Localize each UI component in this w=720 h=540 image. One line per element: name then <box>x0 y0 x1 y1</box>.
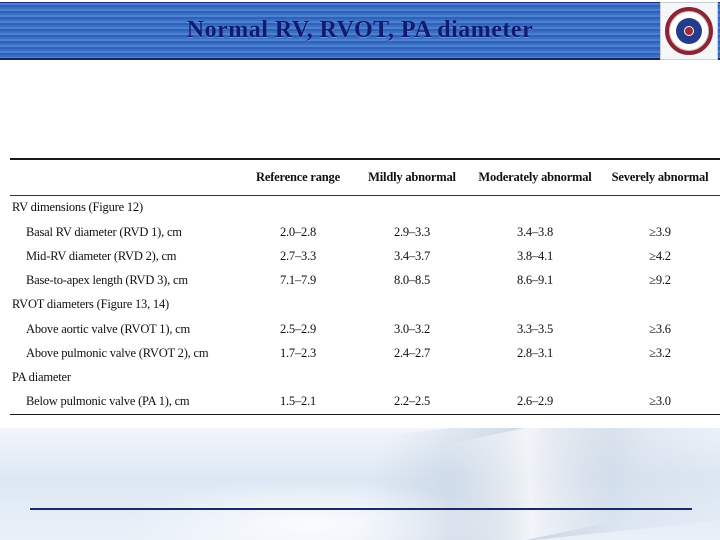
cell-value: ≥3.9 <box>649 224 671 239</box>
section-label: RV dimensions (Figure 12) <box>12 200 143 215</box>
cell-value: 2.9–3.3 <box>393 224 431 239</box>
cell-value: 3.4–3.8 <box>516 224 554 239</box>
cell-value: 2.0–2.8 <box>279 224 317 239</box>
university-seal-icon <box>665 7 713 55</box>
section-row-rvot-diameters: RVOT diameters (Figure 13, 14) <box>10 292 720 317</box>
row-label: Below pulmonic valve (PA 1), cm <box>26 394 190 409</box>
cell-value: 8.6–9.1 <box>516 272 554 287</box>
cell-value: 2.7–3.3 <box>279 248 317 263</box>
col-header-reference-range: Reference range <box>242 159 354 196</box>
title-bar: Normal RV, RVOT, PA diameter <box>0 2 720 60</box>
table-row: Above pulmonic valve (RVOT 2), cm 1.7–2.… <box>10 341 720 365</box>
cell-value: ≥3.2 <box>649 345 671 360</box>
cell-value: ≥3.6 <box>649 321 671 336</box>
cell-value: 2.6–2.9 <box>516 394 554 409</box>
cell-value: ≥3.0 <box>649 394 671 409</box>
col-header-mildly-abnormal: Mildly abnormal <box>354 159 470 196</box>
decorative-footer-artwork <box>0 428 720 540</box>
reference-table: Reference range Mildly abnormal Moderate… <box>10 158 720 415</box>
col-header-blank <box>10 159 242 196</box>
table-row: Below pulmonic valve (PA 1), cm 1.5–2.1 … <box>10 390 720 414</box>
cell-value: ≥4.2 <box>649 248 671 263</box>
cell-value: 1.7–2.3 <box>279 345 317 360</box>
cell-value: 2.2–2.5 <box>393 394 431 409</box>
university-logo <box>660 2 718 60</box>
footer-divider-line <box>30 508 692 510</box>
table-row: Base-to-apex length (RVD 3), cm 7.1–7.9 … <box>10 268 720 292</box>
cell-value: 8.0–8.5 <box>393 272 431 287</box>
section-row-rv-dimensions: RV dimensions (Figure 12) <box>10 195 720 220</box>
table-header-row: Reference range Mildly abnormal Moderate… <box>10 159 720 196</box>
section-label: RVOT diameters (Figure 13, 14) <box>12 297 169 311</box>
row-label: Mid-RV diameter (RVD 2), cm <box>26 248 177 263</box>
col-header-moderately-abnormal: Moderately abnormal <box>470 159 600 196</box>
table-row: Above aortic valve (RVOT 1), cm 2.5–2.9 … <box>10 317 720 341</box>
row-label: Above aortic valve (RVOT 1), cm <box>26 321 191 336</box>
slide-title: Normal RV, RVOT, PA diameter <box>186 17 534 43</box>
col-header-severely-abnormal: Severely abnormal <box>600 159 720 196</box>
row-label: Basal RV diameter (RVD 1), cm <box>26 224 182 239</box>
rv-diameter-table: Reference range Mildly abnormal Moderate… <box>10 158 720 415</box>
cell-value: 2.8–3.1 <box>516 345 554 360</box>
row-label: Above pulmonic valve (RVOT 2), cm <box>26 345 209 360</box>
footer-art-shape <box>120 480 500 540</box>
section-label: PA diameter <box>12 370 71 384</box>
section-row-pa-diameter: PA diameter <box>10 365 720 390</box>
seal-core-emblem <box>684 26 694 36</box>
cell-value: 2.5–2.9 <box>279 321 317 336</box>
cell-value: 7.1–7.9 <box>279 272 317 287</box>
table-row: Basal RV diameter (RVD 1), cm 2.0–2.8 2.… <box>10 220 720 244</box>
cell-value: 2.4–2.7 <box>393 345 431 360</box>
cell-value: 3.4–3.7 <box>393 248 431 263</box>
table-row: Mid-RV diameter (RVD 2), cm 2.7–3.3 3.4–… <box>10 244 720 268</box>
seal-inner-ring <box>676 18 702 44</box>
cell-value: 3.3–3.5 <box>516 321 554 336</box>
cell-value: 3.8–4.1 <box>516 248 554 263</box>
cell-value: 3.0–3.2 <box>393 321 431 336</box>
row-label: Base-to-apex length (RVD 3), cm <box>26 272 188 287</box>
cell-value: ≥9.2 <box>649 272 671 287</box>
cell-value: 1.5–2.1 <box>279 394 317 409</box>
